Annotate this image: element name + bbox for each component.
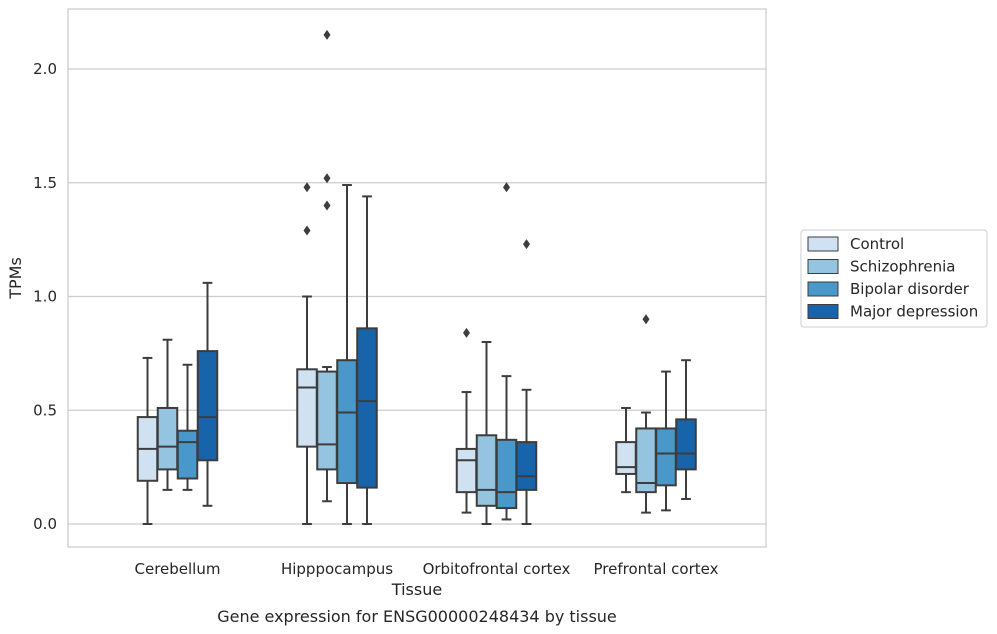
outlier-point <box>463 327 470 338</box>
outlier-point <box>303 182 311 193</box>
legend-frame <box>800 229 988 328</box>
box-body <box>156 406 179 471</box>
outlier-point <box>642 314 650 325</box>
box-major-depression <box>356 195 378 525</box>
y-tick-label: 1.0 <box>33 288 57 306</box>
box-body <box>316 370 338 471</box>
box-body <box>455 447 478 494</box>
outlier-point <box>303 225 311 236</box>
y-tick-label: 0.0 <box>33 515 57 533</box>
box-body <box>615 441 637 475</box>
legend: Control Schizophrenia Bipolar disorder Majo… <box>800 229 988 328</box>
y-tick-label: 1.5 <box>33 174 57 192</box>
box-control <box>615 406 637 494</box>
chart-caption: Gene expression for ENSG00000248434 by t… <box>217 607 617 626</box>
x-tick-label: Hipppocampus <box>281 560 393 578</box>
box-bipolar-disorder <box>176 363 199 491</box>
x-tick-label: Prefrontal cortex <box>594 560 719 578</box>
box-bipolar-disorder <box>336 184 358 525</box>
boxes <box>136 29 697 525</box>
box-body <box>675 418 697 471</box>
outlier-point <box>523 239 530 250</box>
box-control <box>136 356 159 525</box>
outlier-point <box>323 29 331 40</box>
x-tick-label: Orbitofrontal cortex <box>423 560 571 578</box>
box-body <box>515 441 538 491</box>
y-axis-title: TPMs <box>6 257 25 300</box>
box-control <box>455 327 478 514</box>
box-body <box>296 368 318 448</box>
box-bipolar-disorder <box>495 182 518 521</box>
x-axis-title: Tissue <box>391 580 442 599</box>
box-body <box>495 438 518 510</box>
x-tick-labels: Cerebellum Hipppocampus Orbitofrontal cort… <box>135 560 719 578</box>
outlier-point <box>323 173 331 184</box>
box-body <box>475 434 498 507</box>
box-schizophrenia <box>316 29 338 503</box>
box-schizophrenia <box>635 314 657 514</box>
outlier-point <box>323 200 331 211</box>
plot-frame <box>67 8 767 548</box>
box-body <box>196 350 219 462</box>
legend-swatch <box>807 281 839 297</box>
box-major-depression <box>515 239 538 525</box>
box-control <box>296 182 318 525</box>
legend-swatch <box>807 236 839 252</box>
grid-lines <box>68 68 766 525</box>
legend-swatch <box>807 259 839 274</box>
box-body <box>176 429 199 480</box>
legend-swatch <box>807 304 839 319</box>
box-major-depression <box>675 359 697 500</box>
y-tick-label: 0.5 <box>33 401 57 419</box>
outlier-point <box>503 182 510 193</box>
y-tick-label: 2.0 <box>33 60 57 78</box>
box-bipolar-disorder <box>655 370 677 512</box>
box-schizophrenia <box>475 341 498 525</box>
legend-label: Major depression <box>850 303 978 321</box>
legend-label: Control <box>850 235 904 253</box>
x-tick-label: Cerebellum <box>135 560 221 578</box>
legend-label: Schizophrenia <box>850 258 955 276</box>
box-body <box>655 427 677 487</box>
box-body <box>356 327 378 489</box>
y-tick-labels: 0.0 0.5 1.0 1.5 2.0 <box>33 60 57 533</box>
legend-label: Bipolar disorder <box>850 280 970 298</box>
box-schizophrenia <box>156 338 179 491</box>
box-body <box>336 359 358 485</box>
box-major-depression <box>196 281 219 507</box>
